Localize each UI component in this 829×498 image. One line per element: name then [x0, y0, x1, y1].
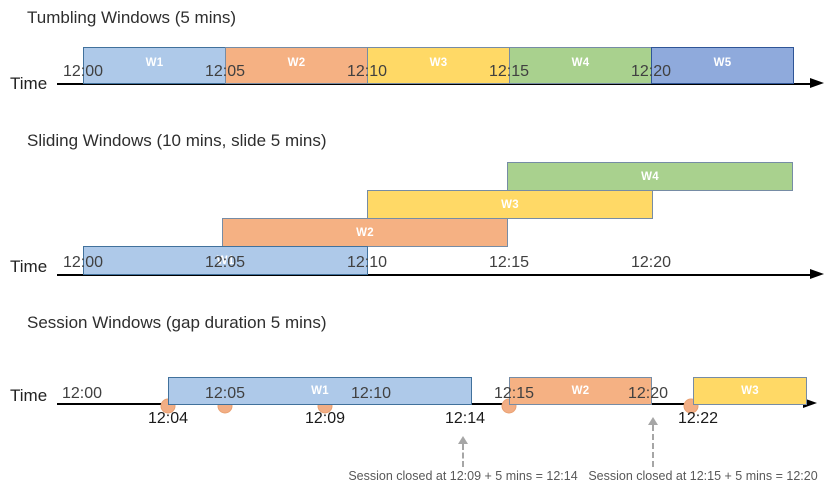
sliding-timeline-axis	[57, 274, 812, 276]
tumbling-section-title: Tumbling Windows (5 mins)	[27, 8, 237, 27]
session-close-time-label: 12:14	[444, 410, 486, 427]
tick-label: 12:05	[204, 63, 246, 80]
tick-label: 12:00	[61, 385, 103, 402]
window-label: W1	[145, 57, 164, 69]
tick-label: 12:20	[630, 63, 672, 80]
window-label: W2	[356, 226, 374, 239]
tumbling-window-w1: W1	[83, 47, 226, 84]
tick-label: 12:15	[488, 63, 530, 80]
tick-label: 12:15	[488, 254, 530, 271]
annotation-arrow-up-icon	[648, 417, 658, 425]
session-window-w2: W2	[509, 377, 652, 405]
tick-label: 12:10	[350, 385, 392, 402]
annotation-arrow-line	[652, 425, 654, 467]
tick-label: 12:05	[204, 254, 246, 271]
sliding-window-w3: W3	[367, 190, 653, 219]
session-event-label: 12:09	[304, 410, 346, 427]
window-label: W2	[571, 385, 590, 397]
tick-label: 12:20	[630, 254, 672, 271]
session-section-title: Session Windows (gap duration 5 mins)	[27, 313, 327, 332]
tumbling-time-axis-label: Time	[10, 74, 48, 93]
annotation-arrow-line	[462, 444, 464, 467]
tumbling-timeline-axis	[57, 83, 812, 85]
tick-label: 12:00	[62, 63, 104, 80]
session-event-label: 12:22	[677, 410, 719, 427]
sliding-window-w2: W2	[222, 218, 508, 247]
tumbling-window-w5: W5	[651, 47, 794, 84]
window-label: W4	[641, 170, 659, 183]
tick-label: 12:10	[346, 254, 388, 271]
window-label: W1	[311, 385, 329, 397]
annotation-arrow-up-icon	[458, 436, 468, 444]
tick-label: 12:15	[493, 385, 535, 402]
tumbling-window-w2: W2	[225, 47, 368, 84]
session-window-w1: W1	[168, 377, 472, 405]
session-window-w3: W3	[693, 377, 807, 405]
window-label: W3	[429, 57, 448, 69]
sliding-axis-arrow-icon	[810, 269, 824, 279]
sliding-window-w4: W4	[507, 162, 793, 191]
tick-label: 12:00	[62, 254, 104, 271]
session-close-annotation: Session closed at 12:09 + 5 mins = 12:14	[348, 469, 578, 483]
tick-label: 12:05	[204, 385, 246, 402]
sliding-section-title: Sliding Windows (10 mins, slide 5 mins)	[27, 131, 327, 150]
session-close-annotation: Session closed at 12:15 + 5 mins = 12:20	[588, 469, 818, 483]
window-label: W3	[501, 198, 519, 211]
tumbling-window-w3: W3	[367, 47, 510, 84]
sliding-window-w1: W1	[83, 246, 368, 275]
tick-label: 12:20	[627, 385, 669, 402]
window-label: W3	[741, 385, 759, 397]
tumbling-axis-arrow-icon	[810, 78, 824, 88]
sliding-time-axis-label: Time	[10, 257, 48, 276]
session-time-axis-label: Time	[10, 386, 48, 405]
tick-label: 12:10	[346, 63, 388, 80]
window-label: W2	[287, 57, 306, 69]
window-label: W1	[216, 254, 235, 267]
session-axis-arrow-icon	[803, 398, 817, 408]
window-label: W4	[571, 57, 590, 69]
window-label: W5	[713, 57, 732, 69]
session-event-label: 12:04	[147, 410, 189, 427]
